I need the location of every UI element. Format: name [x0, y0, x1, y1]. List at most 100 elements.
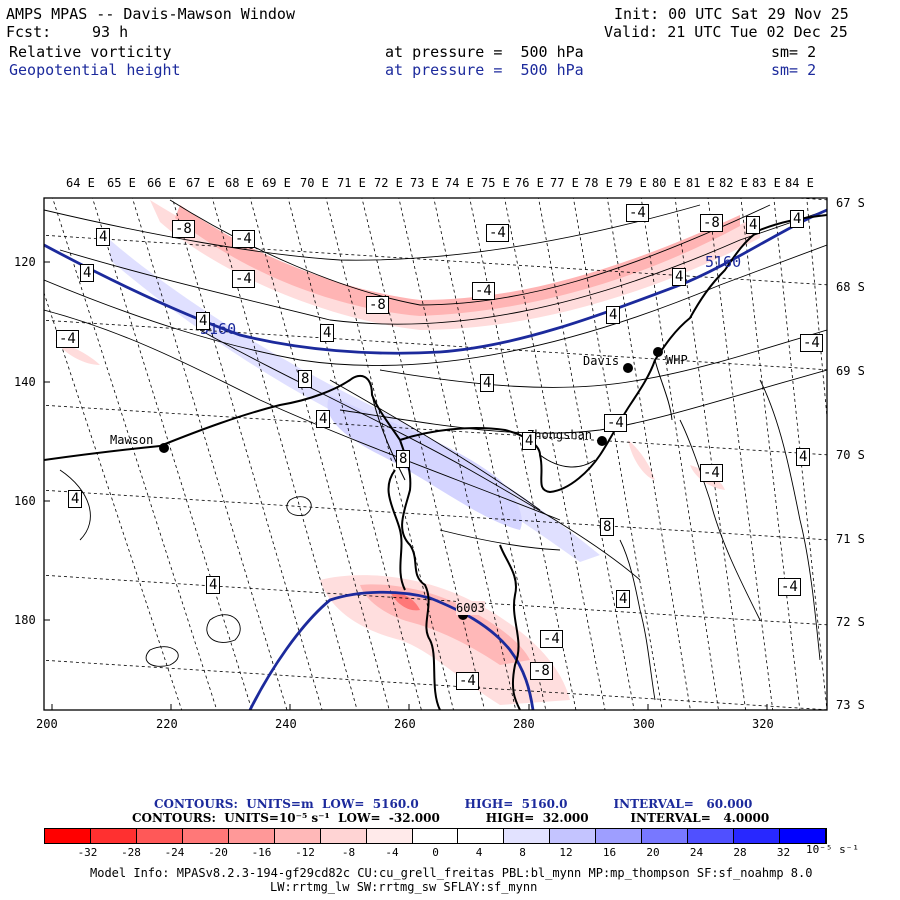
y-tick-label: 140 — [14, 375, 36, 389]
field2-name: Geopotential height — [9, 61, 181, 79]
colorbar-tick-label: 20 — [646, 846, 660, 859]
lon-label: 78 E — [584, 176, 613, 190]
axis-ticks — [44, 261, 768, 710]
forecast-label: Fcst: — [6, 23, 52, 41]
vorticity-contour-label: -4 — [540, 630, 563, 648]
contours-height-info: CONTOURS: UNITS=m LOW= 5160.0 HIGH= 5160… — [154, 797, 753, 811]
vorticity-contour-label: -8 — [530, 662, 553, 680]
x-tick-label: 200 — [36, 717, 58, 731]
forecast-hours: 93 h — [92, 23, 129, 41]
colorbar-units: 10⁻⁵ s⁻¹ — [806, 843, 859, 856]
colorbar-swatch — [688, 829, 735, 843]
colorbar-swatch — [366, 829, 413, 843]
map-frame — [43, 197, 828, 711]
field1-smoothing: sm= 2 — [771, 43, 817, 61]
map-title: AMPS MPAS -- Davis-Mawson Window — [6, 5, 295, 23]
vorticity-contour-label: 4 — [606, 306, 621, 324]
vorticity-contour-label: -4 — [800, 334, 823, 352]
vorticity-contour-label: 4 — [616, 590, 631, 608]
colorbar-tick-label: 16 — [602, 846, 617, 859]
x-tick-label: 220 — [156, 717, 178, 731]
x-tick-label: 300 — [633, 717, 655, 731]
vorticity-contour-label: -4 — [232, 270, 255, 288]
vorticity-contour-label: -8 — [172, 220, 195, 238]
colorbar-tick-label: -28 — [121, 846, 141, 859]
field1-level: at pressure = 500 hPa — [385, 43, 584, 61]
vorticity-contour-label: 4 — [320, 324, 335, 342]
vorticity-contour-label: -4 — [456, 672, 479, 690]
lat-label: 69 S — [836, 364, 865, 378]
station-label-davis: Davis — [583, 354, 620, 368]
vorticity-contour-label: 4 — [316, 410, 331, 428]
field1-name: Relative vorticity — [9, 43, 172, 61]
lat-label: 67 S — [836, 196, 865, 210]
colorbar-swatch — [734, 829, 780, 843]
vorticity-contour-label: -4 — [626, 204, 649, 222]
vorticity-contour-label: 4 — [96, 228, 111, 246]
lat-label: 73 S — [836, 698, 865, 712]
colorbar-swatch — [642, 829, 689, 843]
colorbar-tick-label: -12 — [295, 846, 315, 859]
lon-label: 69 E — [262, 176, 291, 190]
vorticity-contour-label: 8 — [298, 370, 313, 388]
vorticity-contour-label: -8 — [366, 296, 389, 314]
vorticity-shading — [55, 200, 760, 705]
lon-label: 71 E — [337, 176, 366, 190]
vorticity-contour-label: 4 — [68, 490, 83, 508]
lon-label: 65 E — [107, 176, 136, 190]
colorbar-swatch — [596, 829, 643, 843]
colorbar-tick-label: 32 — [776, 846, 791, 859]
lon-label: 80 E — [652, 176, 681, 190]
lon-label: 73 E — [410, 176, 439, 190]
x-tick-label: 320 — [752, 717, 774, 731]
colorbar-swatch — [412, 829, 459, 843]
zhongshan-marker — [597, 436, 607, 446]
model-physics: LW:rrtmg_lw SW:rrtmg_sw SFLAY:sf_mynn — [270, 880, 538, 894]
y-tick-label: 120 — [14, 255, 36, 269]
height-contour-label: 5160 — [705, 253, 742, 271]
lon-label: 70 E — [300, 176, 329, 190]
station-label-whp: WHP — [666, 353, 688, 367]
colorbar-swatch — [780, 829, 826, 843]
colorbar-tick-label: 0 — [432, 846, 439, 859]
vorticity-contour-label: 4 — [796, 448, 811, 466]
vorticity-contour-label: 4 — [672, 268, 687, 286]
lon-label: 72 E — [374, 176, 403, 190]
contours-vorticity-info: CONTOURS: UNITS=10⁻⁵ s⁻¹ LOW= -32.000 HI… — [132, 811, 770, 825]
lat-label: 72 S — [836, 615, 865, 629]
vorticity-contour-label: 4 — [746, 216, 761, 234]
vorticity-contour-label: -4 — [486, 224, 509, 242]
vorticity-contour-label: 8 — [600, 518, 615, 536]
ice-shelf-outline — [371, 359, 673, 481]
y-tick-label: 160 — [14, 494, 36, 508]
colorbar-swatch — [182, 829, 229, 843]
vorticity-contour-label: 4 — [206, 576, 221, 594]
init-time: Init: 00 UTC Sat 29 Nov 25 — [614, 5, 849, 23]
colorbar-tick-label: -8 — [341, 846, 356, 859]
station-label-zhongshan: Zhongshan — [527, 428, 593, 442]
x-tick-label: 280 — [513, 717, 535, 731]
lon-label: 77 E — [550, 176, 579, 190]
vorticity-contour-label: -4 — [778, 578, 801, 596]
colorbar-tick-label: 12 — [559, 846, 573, 859]
vorticity-contour-label: 4 — [80, 264, 95, 282]
station-label-6003: 6003 — [456, 601, 485, 615]
vorticity-contour-label: 4 — [196, 312, 211, 330]
vorticity-contour-label: 4 — [480, 374, 495, 392]
lon-label: 67 E — [186, 176, 215, 190]
model-info: Model Info: MPASv8.2.3-194-gf29cd82c CU:… — [90, 866, 813, 880]
colorbar-tick-label: 8 — [519, 846, 526, 859]
colorbar-tick-label: -32 — [77, 846, 98, 859]
colorbar-tick-label: 28 — [733, 846, 747, 859]
colorbar-swatch — [274, 829, 321, 843]
colorbar-swatch — [45, 829, 91, 843]
colorbar — [44, 828, 827, 844]
mawson-marker — [159, 443, 169, 453]
lon-label: 83 E — [752, 176, 781, 190]
vorticity-contour-label: 4 — [522, 432, 537, 450]
colorbar-swatch — [228, 829, 275, 843]
vorticity-contour-label: -8 — [700, 214, 723, 232]
vorticity-contour-label: 4 — [790, 210, 805, 228]
vorticity-contour-label: -4 — [472, 282, 495, 300]
vorticity-contour-label: 8 — [396, 450, 411, 468]
